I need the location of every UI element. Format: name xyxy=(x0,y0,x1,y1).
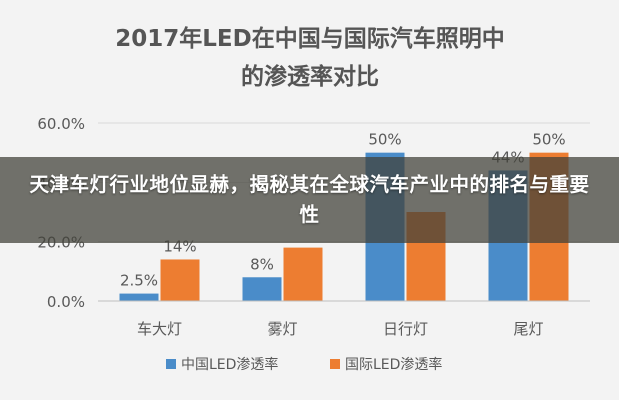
data-label: 8% xyxy=(250,255,274,273)
headline-text: 天津车灯行业地位显赫，揭秘其在全球汽车产业中的排名与重要性 xyxy=(29,173,590,226)
bar-china xyxy=(119,293,159,301)
x-tick-label: 车大灯 xyxy=(137,320,182,338)
data-label: 50% xyxy=(368,131,401,149)
legend-swatch xyxy=(330,359,340,369)
x-tick-label: 尾灯 xyxy=(513,320,543,338)
chart-title-line2: 的渗透率对比 xyxy=(241,63,379,90)
bar-international xyxy=(283,247,323,301)
chart-title-line1: 2017年LED在中国与国际汽车照明中 xyxy=(115,25,504,52)
legend-label: 中国LED渗透率 xyxy=(181,356,278,373)
y-tick-label: 60.0% xyxy=(37,115,85,133)
data-label: 50% xyxy=(532,131,565,149)
headline-banner: 天津车灯行业地位显赫，揭秘其在全球汽车产业中的排名与重要性 xyxy=(0,157,619,243)
bar-international xyxy=(160,259,200,301)
legend-swatch xyxy=(166,359,176,369)
x-tick-label: 雾灯 xyxy=(267,320,297,338)
legend-label: 国际LED渗透率 xyxy=(345,356,442,373)
y-tick-label: 0.0% xyxy=(47,293,85,311)
data-label: 2.5% xyxy=(120,272,158,290)
x-tick-label: 日行灯 xyxy=(383,320,428,338)
bar-china xyxy=(242,277,282,301)
